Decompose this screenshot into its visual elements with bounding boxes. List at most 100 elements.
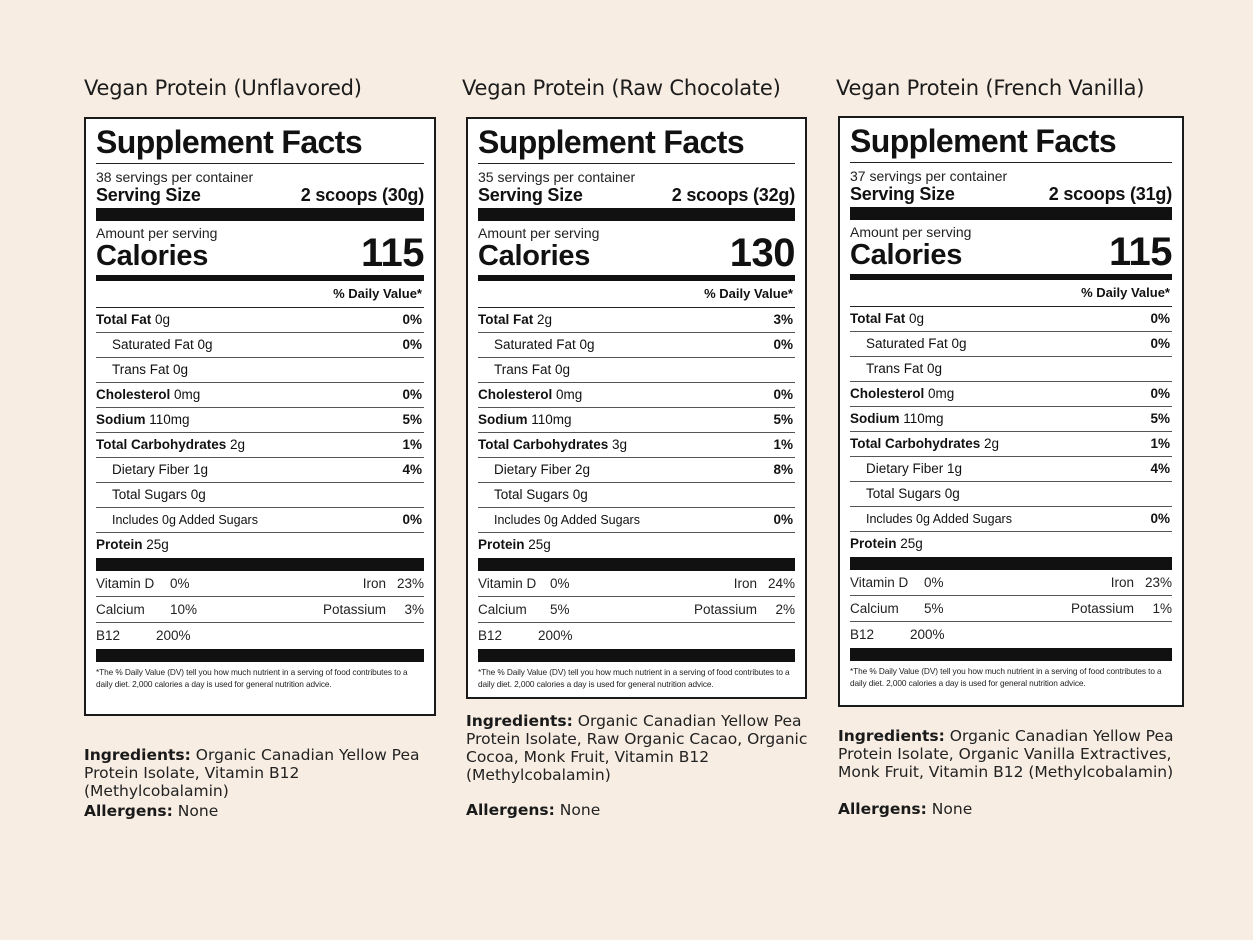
thick-divider xyxy=(850,207,1172,220)
nutrient-amount: 0g xyxy=(155,312,171,327)
vitamin-row-3: B12 200% xyxy=(96,623,424,648)
nutrient-dv: 0% xyxy=(402,337,422,352)
nutrient-dv: 1% xyxy=(402,437,422,452)
vitamin-row-2: Calcium 5% Potassium 1% xyxy=(850,596,1172,622)
nutrient-name: Total Carbohydrates xyxy=(96,437,227,452)
nutrient-name: Total Sugars 0g xyxy=(866,486,960,501)
daily-value-header: % Daily Value* xyxy=(850,280,1172,307)
mineral-name: Iron xyxy=(733,576,757,591)
nutrient-row-sodium: Sodium 110mg 5% xyxy=(478,408,795,433)
nutrient-amount: 3g xyxy=(612,437,628,452)
vitamin-name: Vitamin D xyxy=(96,576,155,591)
mineral-name: Potassium xyxy=(322,602,386,617)
nutrient-row-cholesterol: Cholesterol 0mg 0% xyxy=(850,382,1172,407)
allergens-label: Allergens: xyxy=(466,801,555,819)
mineral-name: Potassium xyxy=(693,602,757,617)
nutrient-name: Dietary Fiber 1g xyxy=(112,462,209,477)
calories-label: Calories xyxy=(850,239,963,271)
nutrient-amount: 0mg xyxy=(556,387,583,402)
nutrient-amount: 0mg xyxy=(928,386,955,401)
nutrient-name: Total Fat xyxy=(478,312,534,327)
vitamin-dv: 0% xyxy=(924,575,944,590)
nutrient-row-protein: Protein 25g xyxy=(96,533,424,557)
nutrient-amount: 0mg xyxy=(174,387,201,402)
nutrient-row-trans-fat: Trans Fat 0g xyxy=(850,357,1172,382)
nutrient-row-dietary-fiber: Dietary Fiber 2g 8% xyxy=(478,458,795,483)
nutrient-dv: 5% xyxy=(773,412,793,427)
nutrient-name: Dietary Fiber 2g xyxy=(494,462,591,477)
vitamin-row-1: Vitamin D 0% Iron 24% xyxy=(478,571,795,597)
nutrient-dv: 1% xyxy=(773,437,793,452)
ingredients: Ingredients: Organic Canadian Yellow Pea… xyxy=(466,712,811,784)
serving-size-label: Serving Size xyxy=(478,185,583,205)
nutrient-name: Cholesterol xyxy=(478,387,553,402)
nutrient-dv: 0% xyxy=(1150,311,1170,326)
supplement-facts-label: Supplement Facts 38 servings per contain… xyxy=(84,117,436,716)
nutrient-row-saturated-fat: Saturated Fat 0g 0% xyxy=(96,333,424,358)
vitamin-name: Vitamin D xyxy=(850,575,909,590)
nutrient-row-saturated-fat: Saturated Fat 0g 0% xyxy=(478,333,795,358)
nutrient-row-trans-fat: Trans Fat 0g xyxy=(96,358,424,383)
label-heading: Supplement Facts xyxy=(478,124,795,164)
nutrient-amount: 2g xyxy=(230,437,246,452)
nutrient-name: Saturated Fat 0g xyxy=(494,337,595,352)
calories-label: Calories xyxy=(478,240,591,272)
vitamin-row-3: B12 200% xyxy=(850,622,1172,647)
calories-value: 115 xyxy=(1108,230,1173,274)
amount-per-serving: Amount per serving xyxy=(850,224,972,240)
nutrient-name: Trans Fat 0g xyxy=(112,362,189,377)
nutrient-name: Total Sugars 0g xyxy=(494,487,588,502)
nutrient-dv: 0% xyxy=(773,387,793,402)
allergens: Allergens: None xyxy=(466,801,811,819)
nutrient-amount: 110mg xyxy=(149,412,190,427)
allergens-text: None xyxy=(931,800,973,818)
servings-per-container: 37 servings per container xyxy=(850,168,1008,184)
daily-value-footnote: *The % Daily Value (DV) tell you how muc… xyxy=(478,667,790,689)
vitamin-row-1: Vitamin D 0% Iron 23% xyxy=(96,571,424,597)
vitamin-name: Vitamin D xyxy=(478,576,537,591)
nutrient-amount: 110mg xyxy=(903,411,944,426)
product-title: Vegan Protein (French Vanilla) xyxy=(836,76,1145,100)
nutrient-dv: 5% xyxy=(1150,411,1170,426)
label-heading: Supplement Facts xyxy=(96,124,424,164)
nutrient-dv: 0% xyxy=(402,312,422,327)
vitamin-dv: 200% xyxy=(538,628,573,643)
calories-row: Calories 115 xyxy=(850,230,1173,274)
mineral-dv: 23% xyxy=(396,576,424,591)
nutrient-row-cholesterol: Cholesterol 0mg 0% xyxy=(478,383,795,408)
nutrient-row-saturated-fat: Saturated Fat 0g 0% xyxy=(850,332,1172,357)
vitamin-row-1: Vitamin D 0% Iron 23% xyxy=(850,570,1172,596)
serving-size-row: Serving Size 2 scoops (32g) xyxy=(478,185,795,205)
nutrient-name: Total Sugars 0g xyxy=(112,487,206,502)
thick-divider xyxy=(478,649,795,662)
mineral-name: Iron xyxy=(1110,575,1134,590)
nutrient-row-trans-fat: Trans Fat 0g xyxy=(478,358,795,383)
nutrient-name: Cholesterol xyxy=(850,386,925,401)
serving-size-row: Serving Size 2 scoops (30g) xyxy=(96,185,424,205)
mineral-name: Potassium xyxy=(1070,601,1134,616)
nutrient-amount: 2g xyxy=(984,436,1000,451)
servings-per-container: 35 servings per container xyxy=(478,169,636,185)
nutrient-dv: 4% xyxy=(1150,461,1170,476)
mineral-name: Iron xyxy=(362,576,386,591)
nutrient-name: Saturated Fat 0g xyxy=(866,336,967,351)
nutrient-dv: 3% xyxy=(773,312,793,327)
daily-value-footnote: *The % Daily Value (DV) tell you how muc… xyxy=(96,667,408,689)
nutrient-dv: 0% xyxy=(402,512,422,527)
nutrient-name: Protein xyxy=(850,536,897,551)
thick-divider xyxy=(850,557,1172,570)
nutrient-dv: 4% xyxy=(402,462,422,477)
nutrient-name: Total Fat xyxy=(96,312,152,327)
nutrient-name: Trans Fat 0g xyxy=(494,362,571,377)
nutrient-name: Total Carbohydrates xyxy=(850,436,981,451)
amount-per-serving: Amount per serving xyxy=(96,225,218,241)
nutrient-amount: 110mg xyxy=(531,412,572,427)
nutrient-name: Total Fat xyxy=(850,311,906,326)
vitamin-dv: 10% xyxy=(170,602,198,617)
nutrient-dv: 0% xyxy=(1150,511,1170,526)
allergens: Allergens: None xyxy=(84,802,444,820)
nutrient-name: Cholesterol xyxy=(96,387,171,402)
nutrient-row-total-carbs: Total Carbohydrates 2g 1% xyxy=(850,432,1172,457)
vitamin-dv: 200% xyxy=(156,628,191,643)
vitamin-name: B12 xyxy=(478,628,503,643)
